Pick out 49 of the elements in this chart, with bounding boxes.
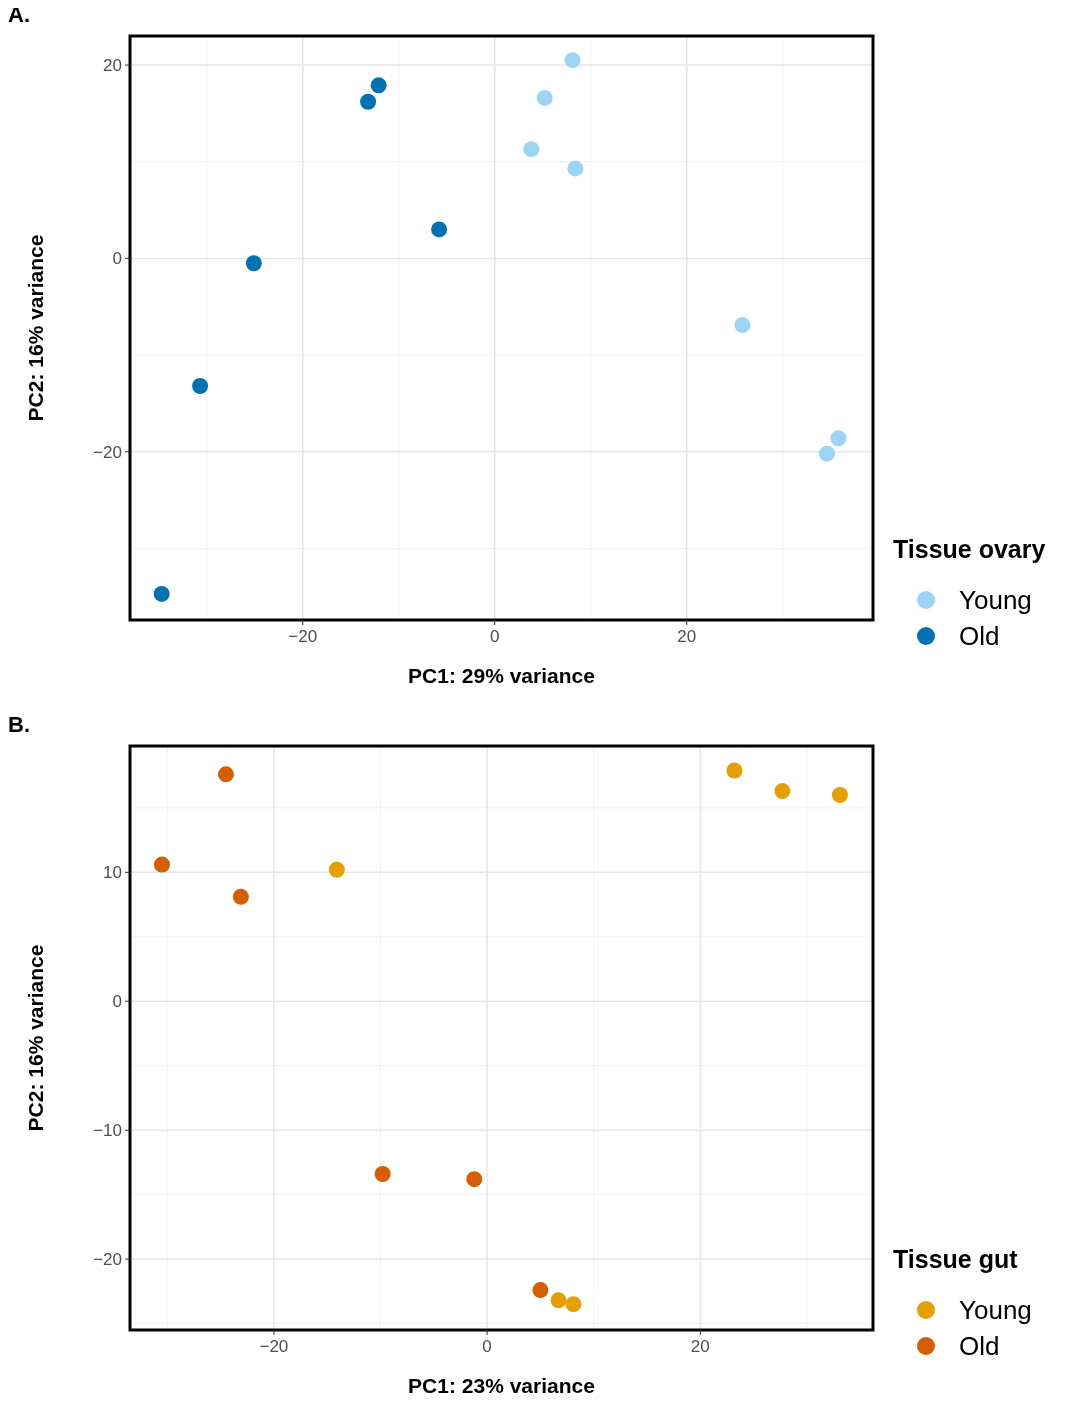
y-tick-label: 0	[112, 992, 122, 1012]
legend-title: Tissue gut	[893, 1245, 1019, 1273]
point	[360, 93, 377, 110]
point	[831, 786, 848, 803]
x-axis-title: PC1: 29% variance	[408, 664, 595, 687]
point	[565, 1296, 582, 1313]
x-tick-label: 0	[482, 1337, 492, 1356]
x-axis-title: PC1: 23% variance	[408, 1374, 595, 1397]
point	[328, 861, 345, 878]
x-tick-label: −20	[288, 627, 318, 646]
y-tick-label: −20	[93, 1250, 122, 1270]
point	[564, 52, 581, 69]
point	[232, 888, 249, 905]
point	[830, 430, 847, 447]
point	[523, 141, 540, 158]
point	[466, 1171, 483, 1188]
y-tick-label: −10	[93, 1121, 122, 1141]
point	[153, 585, 170, 602]
point	[370, 77, 387, 94]
y-axis-title: PC2: 16% variance	[24, 944, 47, 1132]
legend-label: Old	[959, 621, 1000, 651]
point	[550, 1292, 567, 1309]
point	[374, 1166, 391, 1183]
y-tick-label: 20	[103, 56, 122, 76]
point	[818, 445, 835, 462]
legend-label: Young	[959, 585, 1032, 615]
point	[431, 221, 448, 238]
x-tick-label: 20	[690, 1337, 710, 1356]
point	[536, 89, 553, 106]
point	[774, 783, 791, 800]
x-tick-label: 0	[490, 627, 500, 646]
point	[153, 856, 170, 873]
point	[245, 255, 262, 272]
y-axis-title: PC2: 16% variance	[24, 234, 47, 422]
point	[532, 1282, 549, 1299]
point	[567, 160, 584, 177]
legend-label: Young	[959, 1295, 1032, 1325]
legend-title: Tissue ovary	[893, 535, 1046, 563]
x-tick-label: 20	[677, 627, 697, 646]
chart-title: B.	[8, 712, 30, 737]
y-tick-label: −20	[93, 442, 122, 462]
point	[192, 378, 209, 395]
y-tick-label: 10	[103, 863, 122, 883]
x-tick-label: −20	[259, 1337, 289, 1356]
point	[734, 317, 751, 334]
legend-label: Old	[959, 1331, 1000, 1361]
point	[217, 766, 234, 783]
y-tick-label: 0	[112, 249, 122, 269]
point	[726, 762, 743, 779]
